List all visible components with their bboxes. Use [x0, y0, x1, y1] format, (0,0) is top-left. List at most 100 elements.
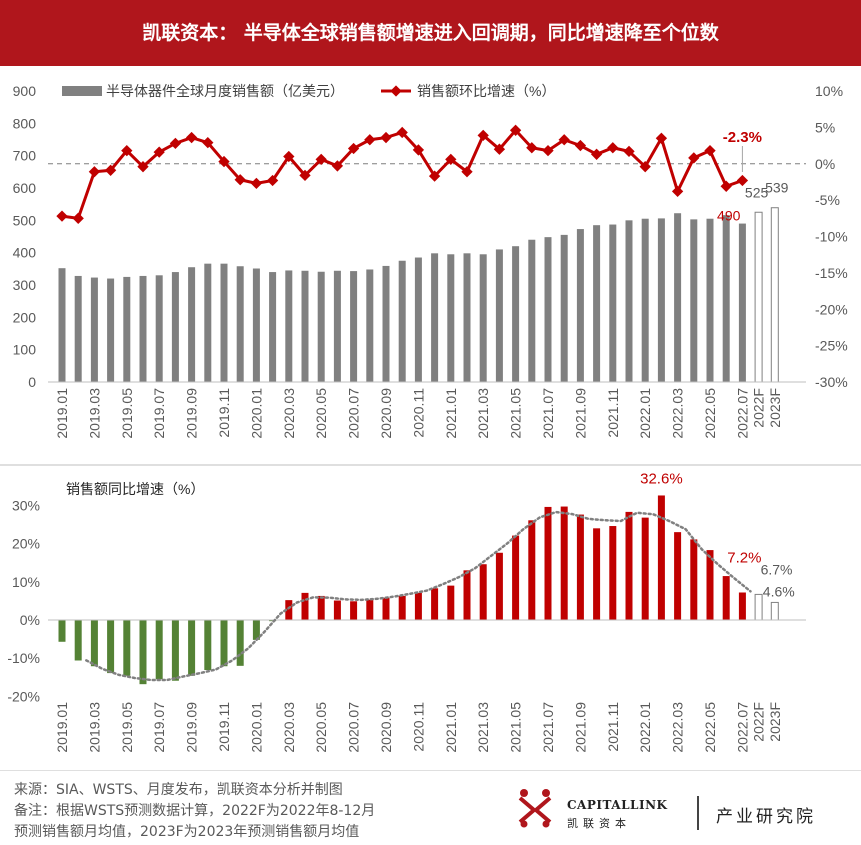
remark-note-line1: 备注：根据WSTS预测数据计算，2022F为2022年8-12月: [14, 803, 376, 819]
yoy-growth-bar: [528, 520, 536, 620]
mom-growth-marker: [590, 148, 603, 160]
yoy-axis-tick-label: 10%: [12, 574, 40, 590]
x-axis-tick-label: 2022.01: [637, 388, 653, 439]
sales-bar: [204, 263, 212, 382]
sales-bar: [447, 254, 455, 382]
x-axis-tick-label: 2020.05: [313, 388, 329, 439]
sales-bar: [528, 239, 536, 382]
x-axis-tick-label: 2022.03: [670, 388, 686, 439]
yoy-growth-bar: [625, 511, 633, 620]
sales-bar: [301, 270, 309, 382]
legend-line-label: 销售额环比增速（%）: [417, 83, 555, 99]
x-axis-tick-label: 2020.07: [346, 388, 362, 439]
yoy-growth-bar: [657, 495, 665, 620]
left-axis-tick-label: 400: [13, 245, 37, 261]
mom-growth-marker: [428, 170, 441, 182]
yoy-growth-bar: [431, 588, 439, 620]
right-axis-tick-label: -10%: [815, 229, 848, 245]
sales-bar: [139, 275, 147, 382]
x-axis-tick-label: 2020.01: [248, 388, 264, 439]
yoy-x-axis-tick-label: 2021.07: [540, 702, 556, 753]
yoy-x-axis-tick-label: 2019.11: [216, 702, 232, 752]
monthly-sales-chart: 0 100 200 300 400 500 600 700 800 900 -30% -25% -20%…: [13, 83, 848, 439]
brand-name-en: CAPITALLINK: [567, 798, 668, 812]
yoy-growth-bar: [188, 620, 196, 676]
left-axis-tick-label: 100: [13, 342, 37, 358]
mom-growth-marker: [331, 160, 344, 172]
sales-bar: [252, 268, 260, 382]
yoy-growth-bar: [58, 620, 66, 642]
sales-bar: [560, 234, 568, 382]
yoy-x-axis-tick-label: 2021.11: [605, 702, 621, 752]
mom-growth-marker: [218, 155, 230, 168]
sales-bar: [479, 254, 487, 382]
yoy-growth-bar: [252, 620, 260, 640]
sales-bar: [171, 272, 179, 382]
mom-growth-marker: [396, 126, 408, 139]
yoy-growth-bar: [123, 620, 131, 676]
yoy-growth-bar: [74, 620, 82, 661]
mom-growth-marker: [655, 132, 668, 144]
x-axis-tick-label: 2019.01: [54, 388, 70, 439]
mom-growth-marker: [299, 169, 311, 182]
sales-bar: [269, 272, 277, 382]
sales-bar: [285, 270, 293, 382]
sales-bar: [641, 218, 649, 382]
mom-growth-marker: [72, 212, 84, 224]
yoy-growth-bar: [317, 595, 325, 620]
mom-growth-marker: [137, 161, 149, 173]
yoy-growth-bar: [593, 528, 601, 620]
mom-growth-marker: [526, 142, 538, 154]
sales-bar: [350, 271, 358, 382]
yoy-growth-bar: [706, 550, 714, 620]
sales-bar: [123, 276, 131, 382]
mom-growth-marker: [720, 180, 732, 192]
x-axis-tick-label: 2021.11: [605, 388, 621, 438]
yoy-growth-bar: [139, 620, 147, 685]
data-label-490: 490: [717, 208, 741, 224]
mom-growth-marker: [574, 139, 587, 152]
yoy-growth-bar: [479, 564, 487, 620]
sales-bar: [382, 265, 390, 382]
mom-growth-marker: [461, 166, 473, 178]
sales-bar: [512, 246, 520, 382]
yoy-growth-bar: [447, 585, 455, 620]
x-axis-tick-label: 2023F: [767, 388, 783, 428]
sales-bar: [463, 253, 471, 382]
title-banner: [0, 0, 861, 66]
sales-bar: [220, 263, 228, 382]
mom-growth-marker: [380, 131, 392, 144]
sales-bar: [188, 267, 196, 382]
left-axis-tick-label: 300: [13, 277, 37, 293]
mom-growth-marker: [88, 166, 101, 178]
right-axis-tick-label: -20%: [815, 301, 848, 317]
yoy-x-axis-tick-label: 2019.07: [151, 702, 167, 753]
yoy-growth-bar: [738, 592, 746, 620]
yoy-growth-bar: [269, 620, 277, 622]
mom-growth-marker: [234, 174, 246, 186]
x-axis-tick-label: 2021.01: [443, 388, 459, 439]
sales-bar: [593, 225, 601, 382]
mom-growth-marker: [250, 177, 263, 190]
yoy-growth-bar: [495, 552, 503, 620]
sales-bar: [317, 271, 325, 382]
mom-growth-marker: [688, 152, 700, 164]
yoy-axis-tick-label: -20%: [7, 688, 40, 704]
yoy-label-last-month: 7.2%: [727, 549, 761, 566]
yoy-growth-bar: [544, 506, 552, 620]
sales-bar: [155, 275, 163, 382]
sales-bar: [609, 224, 617, 382]
mom-growth-marker: [283, 150, 295, 163]
left-axis-tick-label: 0: [28, 374, 36, 390]
yoy-growth-bar: [690, 539, 698, 620]
x-axis-tick-label: 2021.03: [475, 388, 491, 439]
x-axis-tick-label: 2019.11: [216, 388, 232, 438]
sales-bar: [398, 260, 406, 382]
mom-growth-marker: [56, 210, 68, 222]
x-axis-tick-label: 2022F: [751, 388, 767, 428]
x-axis-tick-label: 2022.07: [734, 388, 750, 439]
yoy-growth-bar: [366, 599, 374, 620]
yoy-x-axis-tick-label: 2020.01: [248, 702, 264, 753]
mom-growth-marker: [364, 134, 376, 146]
mom-growth-marker: [607, 142, 619, 154]
